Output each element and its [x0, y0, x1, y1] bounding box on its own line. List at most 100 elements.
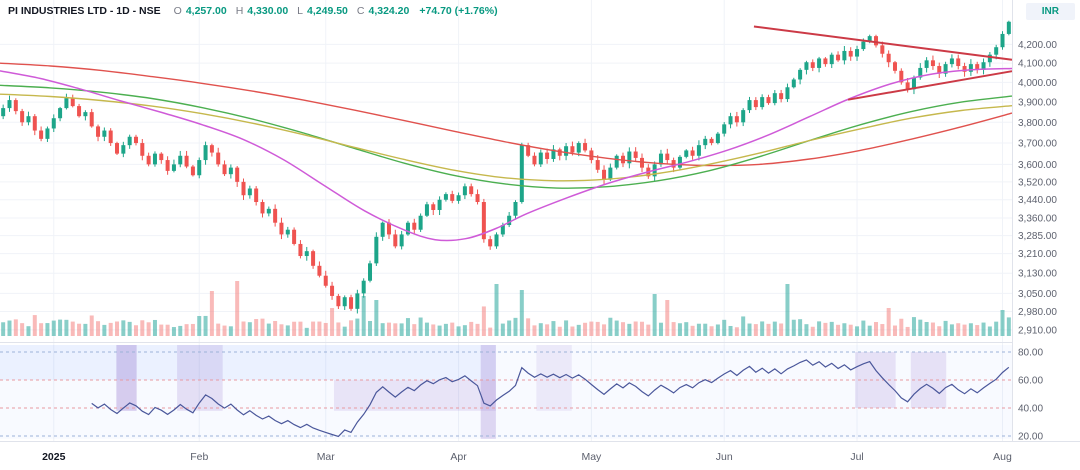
candle-body	[924, 60, 929, 68]
volume-bar	[753, 324, 758, 336]
volume-bar	[507, 320, 512, 336]
ma-line-ma-fast-magenta	[0, 67, 1013, 242]
volume-bar	[209, 291, 214, 336]
volume-bar	[867, 325, 872, 336]
volume-bar	[456, 326, 461, 336]
month-label: Feb	[190, 451, 208, 463]
volume-bar	[810, 326, 815, 336]
candle-body	[779, 93, 784, 100]
candle-body	[962, 66, 967, 72]
volume-series	[1, 281, 1011, 336]
volume-bar	[178, 325, 183, 336]
volume-bar	[336, 322, 341, 336]
volume-bar	[386, 322, 391, 336]
price-axis[interactable]: 4,200.00 4,100.00 4,000.00 3,900.00 3,800.00…	[1013, 0, 1080, 443]
candle-body	[152, 153, 157, 165]
rsi-axis-label: 40.00	[1018, 404, 1043, 415]
volume-bar	[279, 324, 284, 336]
candle-body	[968, 64, 973, 72]
price-axis-label: 3,130.00	[1018, 269, 1057, 280]
price-axis-label: 3,440.00	[1018, 195, 1057, 206]
open-label: O	[173, 5, 182, 17]
candle-body	[58, 108, 63, 119]
candle-body	[823, 58, 828, 65]
volume-bar	[89, 315, 94, 336]
volume-bar	[317, 321, 322, 336]
candle-body	[658, 153, 663, 165]
price-axis-label: 3,210.00	[1018, 249, 1057, 260]
candle-body	[26, 116, 31, 123]
candle-body	[570, 146, 575, 153]
volume-bar	[564, 320, 569, 336]
candle-body	[791, 79, 796, 88]
volume-bar	[861, 320, 866, 336]
candle-body	[32, 116, 37, 131]
candle-body	[368, 263, 373, 281]
volume-bar	[519, 290, 524, 336]
volume-bar	[127, 321, 132, 336]
volume-bar	[121, 320, 126, 336]
rsi-highlight-zone	[116, 345, 137, 411]
high-value: 4,330.00	[247, 5, 289, 17]
rsi-highlight-zone	[480, 345, 496, 439]
ma-line-ma-mid-green	[0, 84, 1013, 189]
volume-bar	[962, 324, 967, 336]
trendline[interactable]	[753, 25, 1013, 61]
candle-body	[943, 64, 948, 74]
candle-body	[39, 130, 44, 139]
volume-bar	[380, 323, 385, 336]
candle-body	[1, 108, 6, 117]
candle-body	[677, 156, 682, 168]
symbol-title[interactable]: PI INDUSTRIES LTD - 1D - NSE	[8, 5, 161, 17]
volume-bar	[614, 320, 619, 336]
candle-body	[89, 112, 94, 127]
volume-bar	[165, 324, 170, 336]
candle-body	[298, 243, 303, 257]
candle-body	[899, 70, 904, 83]
candle-body	[627, 151, 632, 164]
volume-bar	[741, 316, 746, 336]
candle-body	[829, 54, 834, 65]
trendline[interactable]	[847, 70, 1013, 101]
volume-bar	[197, 316, 202, 336]
rsi-highlight-zone	[177, 345, 223, 411]
price-axis-label: 3,700.00	[1018, 139, 1057, 150]
volume-bar	[26, 326, 31, 336]
candle-body	[709, 138, 714, 144]
candle-body	[361, 280, 366, 294]
candle-body	[956, 58, 961, 67]
volume-bar	[570, 326, 575, 336]
candle-body	[216, 152, 221, 165]
volume-bar	[203, 315, 208, 336]
candle-body	[880, 45, 885, 54]
volume-bar	[709, 326, 714, 336]
candle-body	[614, 155, 619, 168]
volume-bar	[532, 325, 537, 336]
month-label: May	[581, 451, 602, 463]
candle-body	[273, 208, 278, 223]
candle-body	[108, 130, 113, 144]
volume-bar	[115, 321, 120, 336]
volume-bar	[140, 320, 145, 336]
candle-body	[481, 202, 486, 240]
volume-bar	[58, 319, 63, 336]
volume-bar	[905, 326, 910, 336]
price-axis-bg[interactable]	[1013, 0, 1080, 441]
volume-bar	[545, 324, 550, 336]
volume-bar	[7, 320, 12, 336]
time-axis[interactable]: 2025 Feb Mar Apr May Jun Jul Aug	[0, 442, 1080, 470]
candle-body	[722, 124, 727, 134]
trendlines[interactable]	[753, 25, 1013, 101]
candle-body	[241, 181, 246, 196]
month-label: Apr	[450, 451, 467, 463]
volume-bar	[994, 321, 999, 336]
currency-button[interactable]: INR	[1025, 3, 1075, 20]
volume-bar	[500, 323, 505, 336]
volume-bar	[51, 320, 56, 336]
candle-body	[64, 98, 69, 109]
candle-body	[551, 149, 556, 159]
time-axis-bg[interactable]	[0, 442, 1080, 470]
candle-body	[817, 58, 822, 68]
candle-body	[7, 100, 12, 109]
